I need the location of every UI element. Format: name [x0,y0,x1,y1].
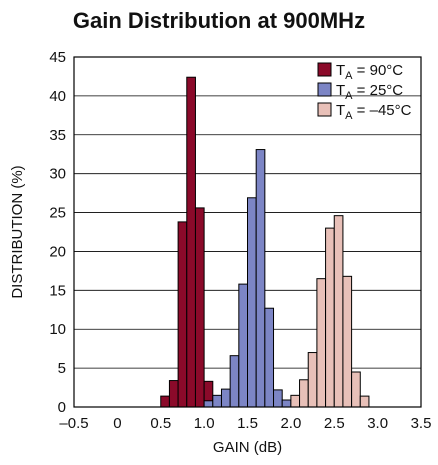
legend: TA = 90°CTA = 25°CTA = –45°C [317,62,412,122]
y-tick-label-0: 0 [58,399,66,416]
bar-series-2-bin-4 [325,227,335,408]
x-tick-label-4: 1.5 [237,415,258,432]
legend-swatch-1 [317,82,332,97]
bar-series-1-bin-3 [229,355,240,408]
bar-series-1-bin-1 [212,394,222,408]
bar-series-2-bin-6 [342,275,353,408]
y-tick-label-5: 25 [49,205,66,222]
bar-series-0-bin-1 [168,380,179,408]
bar-series-1-bin-0 [203,400,214,408]
bar-series-2-bin-3 [316,278,327,408]
y-tick-label-3: 15 [49,282,66,299]
bar-series-1-bin-6 [255,149,266,408]
bar-series-2-bin-0 [290,394,301,408]
x-tick-label-7: 3.0 [367,415,388,432]
bars [160,76,370,408]
bar-series-1-bin-4 [238,283,248,408]
bar-series-1-bin-2 [220,388,231,408]
x-tick-label-6: 2.5 [324,415,345,432]
bar-series-0-bin-4 [194,207,205,408]
bar-series-0-bin-0 [160,395,170,408]
x-tick-labels: –0.5 0 0.5 1.0 1.5 2.0 2.5 3.0 3.5 [59,415,431,432]
x-axis-label: GAIN (dB) [213,439,282,456]
bar-series-0-bin-2 [177,221,188,408]
y-tick-label-6: 30 [49,166,66,183]
legend-label-1: TA = 25°C [336,82,403,102]
x-tick-label-8: 3.5 [411,415,432,432]
bar-series-2-bin-5 [333,215,344,408]
bar-series-0-bin-3 [186,76,196,408]
legend-label-2: TA = –45°C [336,102,412,122]
bar-series-2-bin-8 [359,395,370,408]
y-tick-label-1: 5 [58,360,66,377]
y-tick-label-9: 45 [49,49,66,66]
x-tick-label-2: 0.5 [150,415,171,432]
bar-series-2-bin-7 [351,371,361,408]
bar-series-1-bin-9 [281,399,292,408]
legend-swatch-2 [317,102,332,117]
y-tick-label-2: 10 [49,321,66,338]
plot-frame [73,56,422,408]
legend-swatch-0 [317,62,332,77]
chart-title: Gain Distribution at 900MHz [73,8,365,33]
y-tick-label-8: 40 [49,88,66,105]
y-tick-label-4: 20 [49,243,66,260]
y-axis-label: DISTRIBUTION (%) [9,165,26,298]
y-tick-label-7: 35 [49,127,66,144]
x-tick-label-5: 2.0 [280,415,301,432]
x-tick-label-3: 1.0 [194,415,215,432]
bar-series-1-bin-8 [273,389,283,408]
bar-series-1-bin-7 [264,307,275,408]
bar-series-2-bin-2 [307,352,318,408]
bar-series-2-bin-1 [299,379,309,408]
legend-label-0: TA = 90°C [336,62,403,82]
bar-series-1-bin-5 [247,197,257,408]
x-tick-label-1: 0 [113,415,121,432]
x-tick-label-0: –0.5 [59,415,88,432]
y-tick-labels: 0 5 10 15 20 25 30 35 40 45 [49,49,66,416]
